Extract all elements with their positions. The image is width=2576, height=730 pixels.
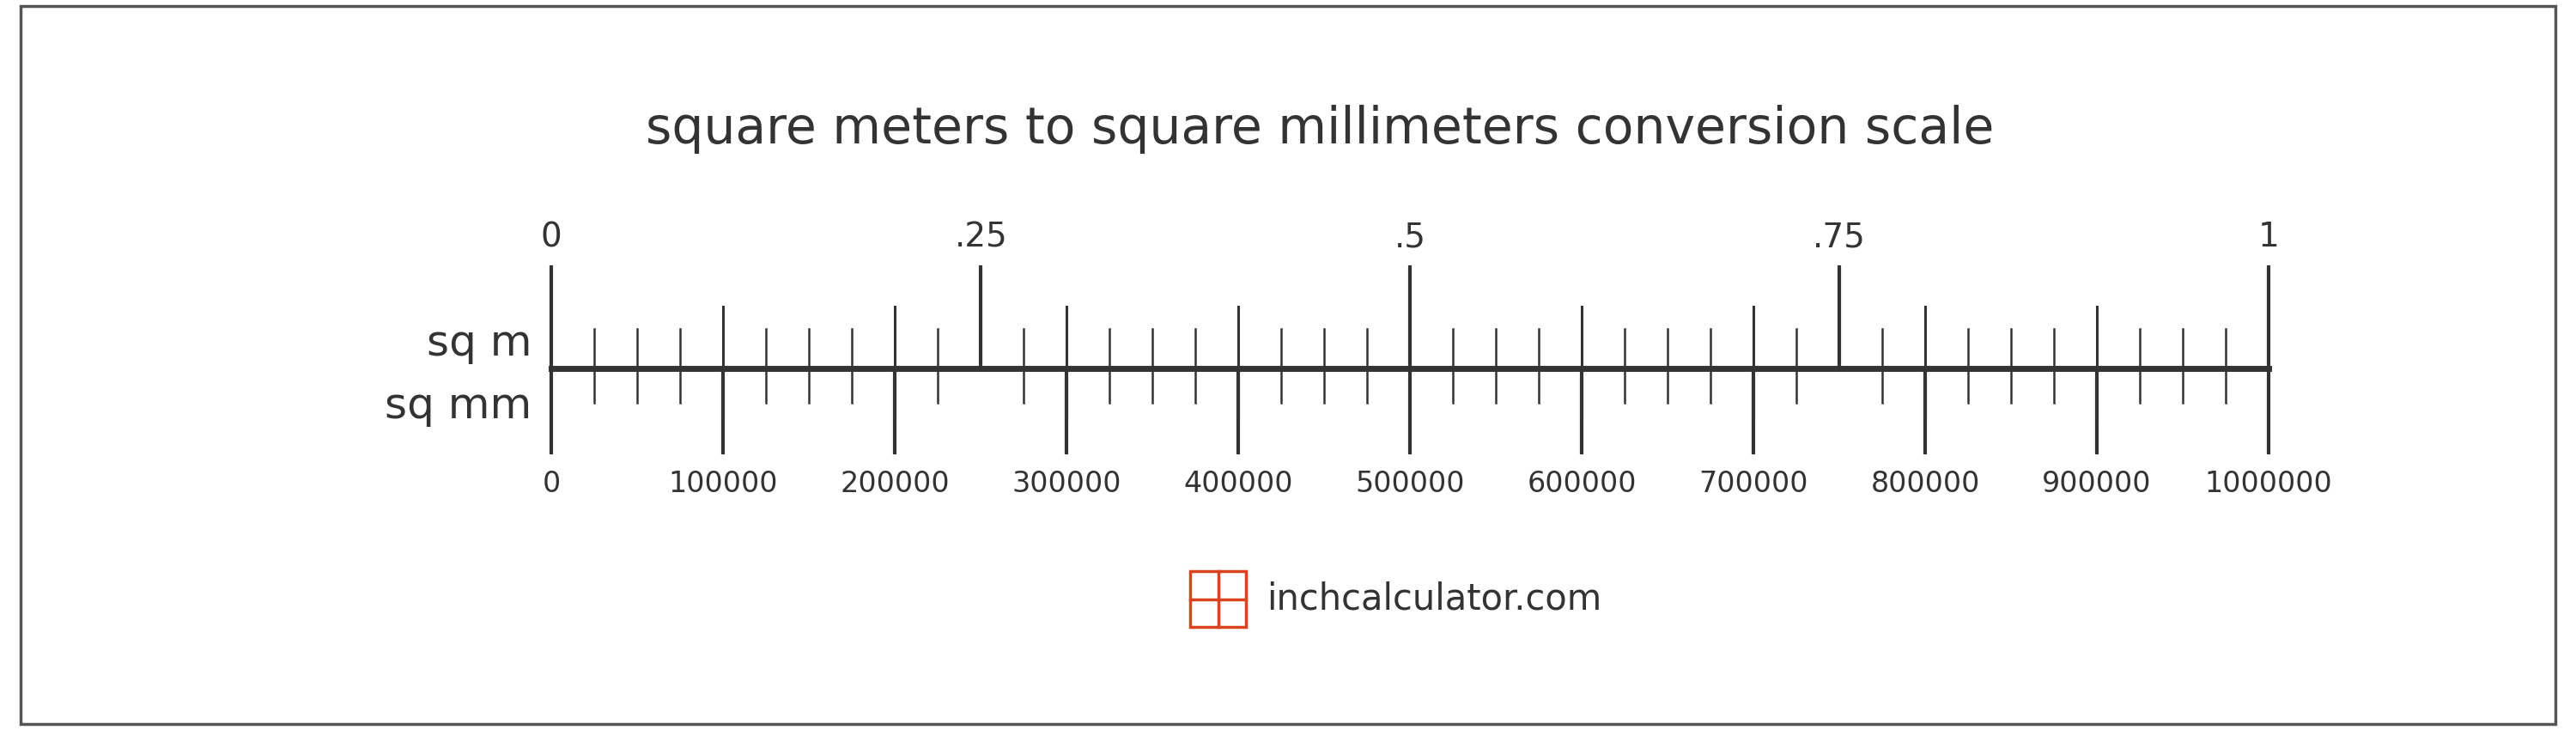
Text: square meters to square millimeters conversion scale: square meters to square millimeters conv… xyxy=(647,104,1994,153)
Text: 800000: 800000 xyxy=(1870,470,1981,498)
Text: 900000: 900000 xyxy=(2043,470,2151,498)
Text: 1: 1 xyxy=(2257,220,2280,253)
Text: 0: 0 xyxy=(544,470,562,498)
Text: 700000: 700000 xyxy=(1698,470,1808,498)
Text: 300000: 300000 xyxy=(1012,470,1121,498)
Text: 100000: 100000 xyxy=(670,470,778,498)
Text: 0: 0 xyxy=(541,220,562,253)
Bar xyxy=(1190,571,1247,627)
Text: .25: .25 xyxy=(953,220,1007,253)
Text: sq m: sq m xyxy=(428,323,531,364)
Text: 200000: 200000 xyxy=(840,470,951,498)
Text: sq mm: sq mm xyxy=(384,386,531,427)
Text: .75: .75 xyxy=(1814,220,1865,253)
Text: 1000000: 1000000 xyxy=(2205,470,2331,498)
Text: .5: .5 xyxy=(1394,220,1427,253)
Text: 400000: 400000 xyxy=(1182,470,1293,498)
Text: inchcalculator.com: inchcalculator.com xyxy=(1267,581,1602,617)
Text: 600000: 600000 xyxy=(1528,470,1636,498)
Text: 500000: 500000 xyxy=(1355,470,1466,498)
